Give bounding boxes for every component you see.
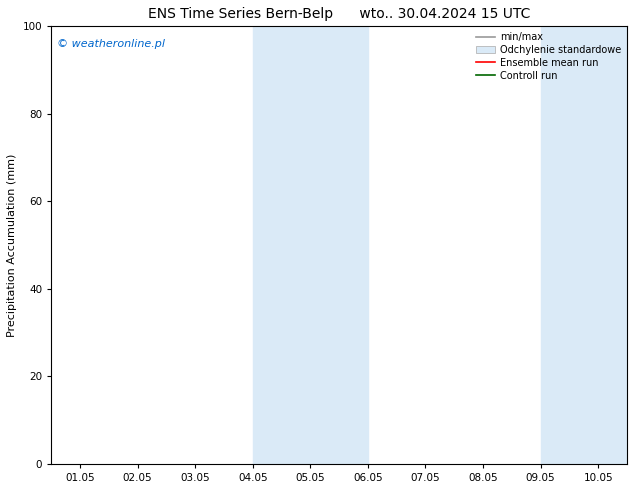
Y-axis label: Precipitation Accumulation (mm): Precipitation Accumulation (mm) <box>7 153 17 337</box>
Text: © weatheronline.pl: © weatheronline.pl <box>57 39 165 49</box>
Bar <box>541 26 627 464</box>
Legend: min/max, Odchylenie standardowe, Ensemble mean run, Controll run: min/max, Odchylenie standardowe, Ensembl… <box>472 28 625 85</box>
Bar <box>253 26 368 464</box>
Title: ENS Time Series Bern-Belp      wto.. 30.04.2024 15 UTC: ENS Time Series Bern-Belp wto.. 30.04.20… <box>148 7 530 21</box>
